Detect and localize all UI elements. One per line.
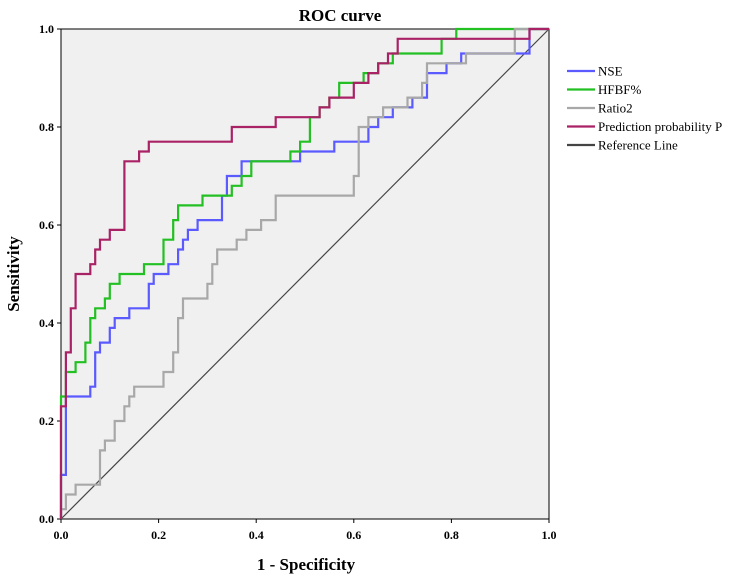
y-axis-title: Sensitivity: [4, 236, 23, 312]
y-tick-label: 0.4: [39, 316, 54, 330]
x-axis-title: 1 - Specificity: [257, 555, 356, 574]
chart-title: ROC curve: [299, 6, 382, 25]
x-tick-label: 0.8: [444, 528, 459, 542]
y-tick-label: 0.2: [39, 414, 54, 428]
y-tick-label: 0.6: [39, 218, 54, 232]
x-axis: 0.0 0.2 0.4 0.6 0.8 1.0: [54, 519, 557, 542]
x-tick-label: 0.0: [54, 528, 69, 542]
legend-label-nse: NSE: [598, 64, 623, 79]
series-line-hfbf: [59, 27, 549, 519]
series-line-ratio2: [59, 27, 549, 519]
y-tick-label: 0.8: [39, 120, 54, 134]
legend-label-prediction-probability-p: Prediction probability P: [598, 119, 722, 134]
x-tick-label: 0.6: [346, 528, 361, 542]
legend-label-ratio2: Ratio2: [598, 101, 633, 116]
y-axis: 0.0 0.2 0.4 0.6 0.8 1.0: [39, 22, 61, 526]
y-tick-label: 1.0: [39, 22, 54, 36]
series-line-reference-line: [60, 28, 550, 520]
series-line-prediction-probability-p: [59, 27, 549, 519]
legend: NSE HFBF% Ratio2 Prediction probability P Re…: [567, 64, 722, 153]
series-line-nse: [59, 27, 549, 519]
y-tick-label: 0.0: [39, 512, 54, 526]
legend-label-reference-line: Reference Line: [598, 138, 678, 153]
x-tick-label: 0.4: [249, 528, 264, 542]
x-tick-label: 1.0: [542, 528, 557, 542]
series-lines: [59, 27, 550, 520]
x-tick-label: 0.2: [151, 528, 166, 542]
legend-label-hfbf: HFBF%: [598, 82, 642, 97]
